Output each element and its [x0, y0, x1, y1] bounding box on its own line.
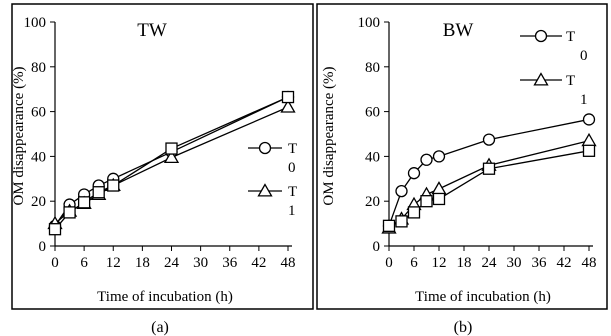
- series-line-square: [54, 96, 289, 230]
- legend-circle-marker: [258, 141, 272, 155]
- panel-b-y-axis-label: OM disappearance (%): [321, 66, 337, 205]
- data-point-square: [107, 179, 120, 192]
- legend-triangle-marker: [533, 72, 549, 86]
- legend-label-sub: 0: [580, 48, 588, 64]
- data-point-circle: [420, 153, 433, 166]
- panel-a-y-axis-label: OM disappearance (%): [11, 66, 27, 205]
- legend-label: T: [566, 29, 575, 45]
- panel-a-frame: [11, 3, 314, 310]
- data-point-circle: [582, 113, 596, 126]
- legend-label: T: [288, 184, 297, 200]
- data-point-triangle: [163, 149, 180, 164]
- data-point-square: [382, 219, 396, 232]
- data-point-square: [63, 206, 76, 219]
- data-point-square: [407, 206, 421, 219]
- data-point-square: [92, 186, 105, 199]
- y-tick-label: 80: [31, 60, 46, 76]
- x-tick-label: 24: [164, 255, 180, 271]
- y-tick-label: 20: [31, 194, 46, 210]
- data-point-circle: [395, 184, 408, 198]
- x-tick-label: 6: [80, 255, 88, 271]
- x-tick-label: 48: [281, 255, 296, 271]
- x-tick-label: 36: [532, 255, 548, 271]
- y-tick-label: 100: [24, 15, 47, 31]
- y-tick-label: 80: [365, 60, 380, 76]
- data-point-square: [165, 142, 178, 155]
- x-tick-label: 0: [385, 255, 393, 271]
- legend-label-sub: 0: [288, 160, 296, 176]
- y-tick-label: 60: [31, 105, 46, 121]
- data-point-triangle: [431, 181, 447, 195]
- legend-label-sub: 1: [288, 203, 296, 219]
- x-tick-label: 24: [482, 255, 498, 271]
- panel-a-title: TW: [137, 20, 167, 41]
- panel-b-label: (b): [454, 319, 473, 336]
- legend-label: T: [566, 73, 575, 89]
- panel-a-chart: 0 20 40 60 80 100 0 6 12 18 24 30 36 42 48 Time of incu…: [11, 3, 314, 310]
- x-tick-label: 18: [135, 255, 150, 271]
- data-point-square: [77, 196, 91, 209]
- x-tick-label: 30: [193, 255, 208, 271]
- y-tick-label: 20: [365, 194, 380, 210]
- y-tick-label: 40: [31, 149, 46, 165]
- panel-b-x-axis-label: Time of incubation (h): [415, 289, 551, 305]
- x-tick-label: 6: [410, 255, 418, 271]
- panel-b-frame: [316, 3, 608, 310]
- x-tick-label: 0: [51, 255, 59, 271]
- panel-b-chart: 0 20 40 60 80 100 0 6 12 18 24 30 36 42 48 Time of incu…: [316, 3, 608, 310]
- y-tick-label: 0: [39, 239, 47, 255]
- x-tick-label: 36: [222, 255, 238, 271]
- x-tick-label: 42: [251, 255, 266, 271]
- data-point-square: [48, 223, 62, 236]
- panel-b-title: BW: [443, 20, 474, 41]
- legend-label: T: [288, 141, 297, 157]
- legend-triangle-marker: [257, 183, 273, 197]
- data-point-circle: [432, 150, 446, 163]
- y-tick-label: 60: [365, 105, 380, 121]
- data-point-triangle: [280, 99, 296, 113]
- y-tick-label: 40: [365, 149, 380, 165]
- y-tick-label: 100: [358, 15, 381, 31]
- x-tick-label: 30: [507, 255, 522, 271]
- data-point-circle: [407, 167, 421, 180]
- legend-circle-marker: [534, 29, 548, 43]
- x-tick-label: 48: [582, 255, 597, 271]
- panel-a-label: (a): [151, 319, 169, 336]
- data-point-square: [281, 90, 295, 104]
- data-point-square: [482, 162, 496, 175]
- data-point-square: [395, 215, 408, 228]
- data-point-triangle: [581, 132, 597, 147]
- panel-a-x-axis-label: Time of incubation (h): [97, 289, 233, 305]
- x-tick-label: 42: [557, 255, 572, 271]
- data-point-square: [432, 192, 446, 206]
- legend-label-sub: 1: [580, 92, 588, 108]
- y-tick-label: 0: [373, 239, 381, 255]
- x-tick-label: 12: [106, 255, 121, 271]
- x-tick-label: 12: [432, 255, 447, 271]
- data-point-square: [420, 195, 433, 208]
- x-tick-label: 18: [457, 255, 472, 271]
- data-point-circle: [482, 133, 496, 146]
- data-point-square: [582, 144, 596, 157]
